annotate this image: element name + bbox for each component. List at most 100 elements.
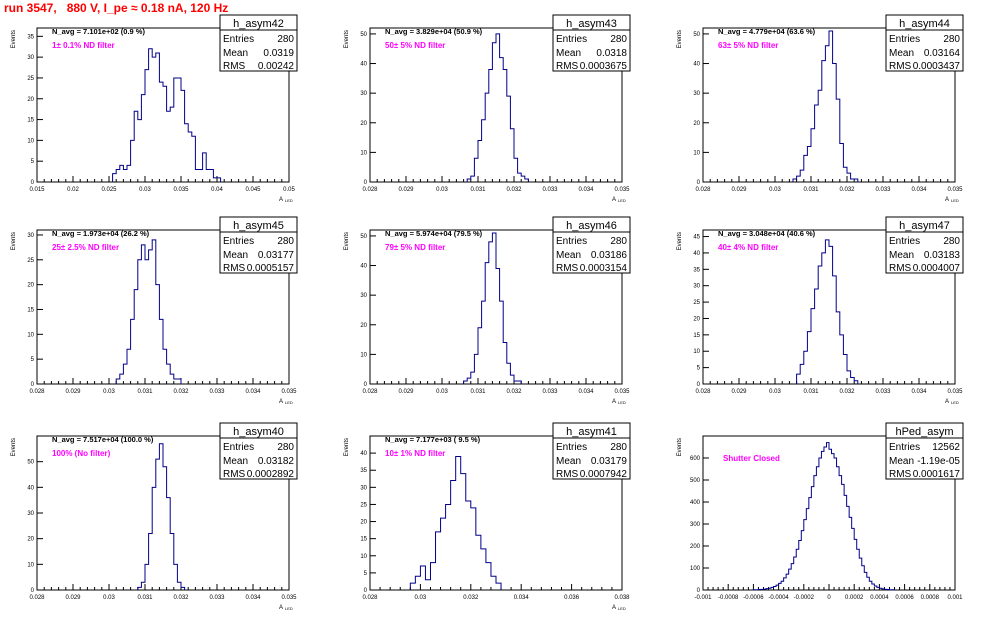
x-tick-label: 0.032 xyxy=(173,389,189,395)
histogram-bin xyxy=(138,120,142,182)
filter-label: 40± 4% ND filter xyxy=(718,243,778,252)
histogram-bin xyxy=(847,371,851,384)
x-tick-label: 0.03 xyxy=(139,187,151,193)
histogram-bin xyxy=(116,170,120,182)
y-tick-label: 10 xyxy=(360,150,367,156)
y-tick-label: 40 xyxy=(693,62,700,68)
x-tick-label: 0.034 xyxy=(514,595,530,601)
histogram-bin xyxy=(784,578,787,590)
y-tick-label: 25 xyxy=(360,502,367,508)
histogram-bin xyxy=(821,451,824,590)
stats-rms-label: RMS xyxy=(223,469,246,480)
histogram-bin xyxy=(492,43,496,182)
x-tick-label: 0.028 xyxy=(695,187,711,193)
histogram-bin xyxy=(188,132,192,182)
histogram-bin xyxy=(781,581,784,590)
histogram-bin xyxy=(163,467,167,590)
histogram-bin xyxy=(123,170,127,182)
x-tick-label: 0.038 xyxy=(614,595,630,601)
histogram-bin xyxy=(833,64,837,182)
histogram-bin xyxy=(818,266,822,384)
y-tick-label: 15 xyxy=(693,333,700,339)
histogram-bin xyxy=(884,589,887,590)
run-title: run 3547, 880 V, I_pe ≈ 0.18 nA, 120 Hz xyxy=(4,1,229,15)
histogram-bin xyxy=(149,49,153,182)
histogram-bin xyxy=(131,140,135,182)
y-tick-label: 0 xyxy=(31,382,35,388)
histogram-bin xyxy=(127,349,131,384)
histogram-bin xyxy=(195,170,199,182)
histogram-bin xyxy=(872,584,875,590)
histogram-bin xyxy=(167,111,171,182)
histogram-bin xyxy=(836,312,840,384)
y-tick-label: 10 xyxy=(693,349,700,355)
x-axis-label: A LED xyxy=(279,197,293,203)
histogram-bin xyxy=(181,90,185,182)
histogram-bin xyxy=(177,78,181,182)
x-tick-label: 0.031 xyxy=(803,187,819,193)
stats-rms-label: RMS xyxy=(889,263,912,274)
histogram-bin xyxy=(877,587,880,590)
n-avg-label: N_avg = 7.517e+04 (100.0 %) xyxy=(52,435,154,444)
histogram-bin xyxy=(116,379,120,384)
histogram-bin xyxy=(840,335,844,384)
x-tick-label: 0.032 xyxy=(506,389,522,395)
histogram-bin xyxy=(867,577,870,590)
y-tick-label: 20 xyxy=(27,537,34,543)
x-tick-label: 0.035 xyxy=(947,389,963,395)
histogram-bin xyxy=(491,576,496,590)
histogram-6: 0.028 0.029 0.03 0.031 0.032 0.033 0.034 0.035 0… xyxy=(677,216,964,405)
histogram-bin xyxy=(829,31,833,182)
stats-rms-value: 0.0003675 xyxy=(580,61,628,72)
x-tick-label: -0.0004 xyxy=(768,595,789,601)
filter-label: 63± 5% ND filter xyxy=(718,41,778,50)
x-tick-label: 0.034 xyxy=(245,595,261,601)
x-tick-label: 0.032 xyxy=(839,389,855,395)
histogram-bin xyxy=(825,46,829,182)
histogram-bin xyxy=(800,170,804,182)
histogram-bin xyxy=(842,484,845,590)
x-tick-label: 0.035 xyxy=(281,595,297,601)
histogram-bin xyxy=(799,541,802,591)
histogram-bin xyxy=(854,179,858,182)
y-tick-label: 0 xyxy=(364,180,368,186)
histogram-bin xyxy=(864,572,867,590)
y-tick-label: 20 xyxy=(693,121,700,127)
histogram-bin xyxy=(485,263,489,384)
filter-label: 10± 1% ND filter xyxy=(385,449,445,458)
histogram-bin xyxy=(156,53,160,182)
stats-entries-label: Entries xyxy=(223,236,254,247)
y-tick-label: 30 xyxy=(27,233,34,239)
x-tick-label: 0.034 xyxy=(911,187,927,193)
x-tick-label: -0.0008 xyxy=(718,595,739,601)
y-tick-label: 5 xyxy=(364,571,368,577)
histogram-bin xyxy=(862,566,865,590)
histogram-bin xyxy=(500,301,504,384)
histogram-bin xyxy=(825,240,829,384)
stats-entries-label: Entries xyxy=(223,34,254,45)
stats-rms-label: RMS xyxy=(556,469,579,480)
stats-box: h_asym42 Entries 280 Mean 0.0319 RMS 0.00242 xyxy=(219,14,298,72)
x-tick-label: 0.033 xyxy=(209,595,225,601)
x-tick-label: 0.034 xyxy=(245,389,261,395)
x-tick-label: 0.025 xyxy=(101,187,117,193)
stats-rms-label: RMS xyxy=(223,263,246,274)
stats-entries-label: Entries xyxy=(889,236,920,247)
stats-entries-value: 280 xyxy=(610,236,627,247)
histogram-bin xyxy=(174,78,178,182)
stats-rms-label: RMS xyxy=(556,263,579,274)
x-axis-label: A LED xyxy=(612,197,626,203)
x-tick-label: 0.03 xyxy=(769,389,781,395)
y-tick-label: 20 xyxy=(360,121,367,127)
histogram-bin xyxy=(847,173,851,182)
x-tick-label: 0.03 xyxy=(769,187,781,193)
x-tick-label: 0.05 xyxy=(283,187,295,193)
stats-mean-label: Mean xyxy=(889,456,914,467)
histogram-bin xyxy=(514,158,518,182)
x-tick-label: 0.035 xyxy=(281,389,297,395)
histogram-bin xyxy=(763,589,766,590)
x-tick-label: 0.0002 xyxy=(845,595,864,601)
stats-title: h_asym42 xyxy=(233,18,284,30)
histogram-panel-4: 0.028 0.029 0.03 0.031 0.032 0.033 0.034 0.035 0… xyxy=(0,216,330,414)
y-tick-label: 600 xyxy=(690,456,701,462)
